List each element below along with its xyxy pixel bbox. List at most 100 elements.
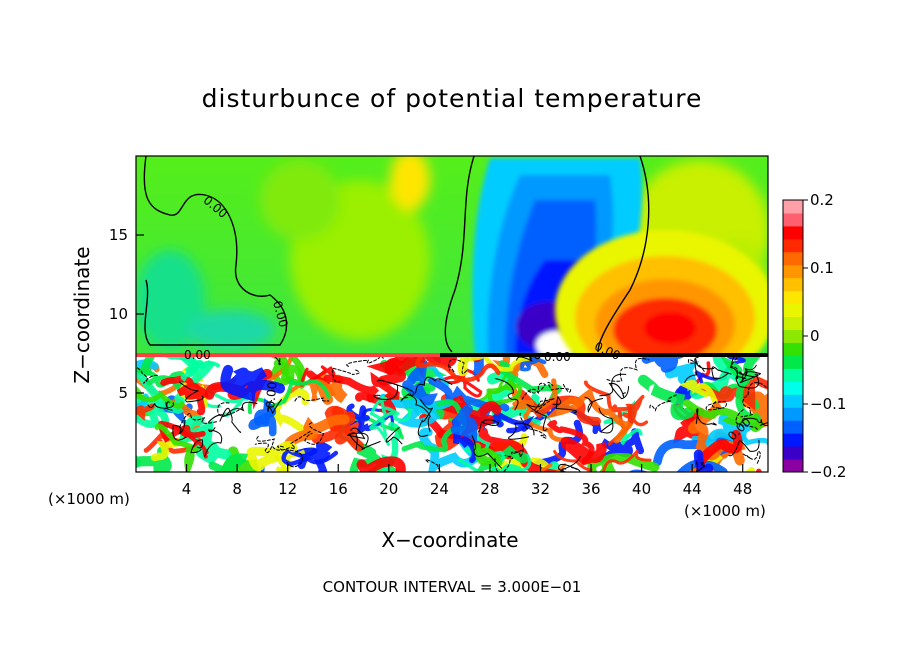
turbulence-contour xyxy=(606,357,650,382)
turbulence-contour xyxy=(529,357,540,362)
turbulence-contour xyxy=(747,382,768,396)
turbulence-contour xyxy=(178,413,219,428)
turbulence-band xyxy=(275,446,313,472)
turbulence-contour xyxy=(611,373,630,400)
turbulence-band xyxy=(260,466,278,472)
x-tick-label: 28 xyxy=(480,480,500,498)
heatmap-field xyxy=(136,156,768,390)
x-tick-label: 20 xyxy=(379,480,399,498)
colorbar-tick-label: 0 xyxy=(810,327,820,345)
turbulence-band xyxy=(553,449,652,472)
turbulence-contour xyxy=(738,417,768,428)
turbulence-contour xyxy=(385,427,403,445)
turbulence-contour xyxy=(267,398,282,415)
turbulence-band xyxy=(545,387,633,444)
turbulence-band xyxy=(736,357,761,380)
chart-title: disturbunce of potential temperature xyxy=(201,84,703,113)
turbulence-contour xyxy=(735,409,759,432)
turbulence-band xyxy=(756,468,762,472)
turbulence-band xyxy=(415,357,501,383)
turbulence-contour xyxy=(172,419,187,441)
axis-ticks xyxy=(136,234,744,472)
turbulence-contour xyxy=(190,439,204,454)
turbulence-contour xyxy=(294,396,330,402)
y-tick-label: 15 xyxy=(108,226,128,244)
colorbar-swatch xyxy=(783,420,803,434)
turbulence-band xyxy=(246,441,298,471)
colorbar-swatch xyxy=(783,407,803,421)
turbulence-band xyxy=(346,403,392,434)
turbulence-contour xyxy=(204,427,223,457)
contour-label: 0.00 xyxy=(184,348,211,362)
turbulence-band xyxy=(420,357,470,388)
turbulence-band xyxy=(473,442,503,468)
contour-label: 0.00 xyxy=(263,381,280,409)
colorbar-swatch xyxy=(783,251,803,266)
turbulence-contour xyxy=(687,357,705,372)
turbulence-band xyxy=(247,379,331,415)
turbulence-band xyxy=(384,357,482,378)
turbulence-band xyxy=(136,446,172,472)
turbulence-contour xyxy=(304,422,325,445)
colorbar-swatch xyxy=(783,459,803,473)
y-tick-label: 5 xyxy=(118,384,128,402)
colorbar-swatch xyxy=(783,446,803,460)
colorbar-swatch xyxy=(783,329,803,343)
turbulence-band xyxy=(154,423,199,472)
turbulence-contour xyxy=(346,357,384,367)
turbulence-contour xyxy=(217,402,243,418)
turbulence-band xyxy=(136,403,155,421)
turbulence-band xyxy=(369,418,391,447)
turbulence-band xyxy=(281,447,339,467)
turbulence-contour xyxy=(208,401,258,423)
turbulence-contour xyxy=(346,427,366,451)
turbulence-contour xyxy=(711,366,732,380)
turbulence-band xyxy=(160,375,209,416)
colorbar-swatch xyxy=(783,264,803,279)
turbulence-contour xyxy=(526,397,548,432)
turbulence-contour xyxy=(448,358,468,375)
turbulence-contour xyxy=(373,379,399,400)
turbulence-contour xyxy=(521,382,546,400)
colorbar-swatch xyxy=(783,225,803,240)
x-axis-label: X−coordinate xyxy=(381,528,519,552)
turbulence-band xyxy=(679,379,718,404)
turbulence-band xyxy=(220,364,286,402)
turbulence-band xyxy=(284,414,350,449)
colorbar-tick-label: 0.2 xyxy=(810,191,834,209)
x-tick-label: 24 xyxy=(429,480,449,498)
turbulence-band xyxy=(450,404,478,443)
turbulence-contour xyxy=(417,398,434,437)
turbulence-contour xyxy=(508,422,535,440)
turbulence-contour xyxy=(274,357,282,366)
x-unit-label-right: (×1000 m) xyxy=(684,502,766,520)
x-unit-label-left: (×1000 m) xyxy=(48,490,130,508)
colorbar-tick-label: 0.1 xyxy=(810,259,834,277)
turbulence-contour xyxy=(510,443,524,458)
turbulence-band xyxy=(369,396,412,423)
turbulence-contour xyxy=(349,432,381,450)
turbulence-band xyxy=(587,452,660,472)
x-tick-label: 32 xyxy=(530,480,551,498)
colorbar-frame xyxy=(782,199,804,473)
turbulence-contour xyxy=(406,394,431,432)
turbulence-contour xyxy=(516,357,532,361)
turbulence-band xyxy=(538,463,567,472)
turbulence-contour xyxy=(730,357,739,379)
turbulence-contour xyxy=(740,395,753,418)
contour-label: 0.00 xyxy=(544,350,571,364)
x-tick-label: 44 xyxy=(682,480,702,498)
turbulence-contour xyxy=(742,450,761,464)
turbulence-contour xyxy=(547,381,572,393)
turbulence-contour xyxy=(558,456,581,472)
turbulence-band xyxy=(546,419,595,465)
turbulence-contour xyxy=(478,419,500,433)
turbulence-contour xyxy=(471,435,502,469)
turbulence-contour xyxy=(552,396,578,414)
colorbar-tick-label: −0.1 xyxy=(810,395,847,413)
colorbar-tick-label: −0.2 xyxy=(810,463,847,481)
colorbar-swatch xyxy=(783,316,803,331)
turbulence-contour xyxy=(415,376,453,394)
turbulence-band xyxy=(136,397,170,435)
